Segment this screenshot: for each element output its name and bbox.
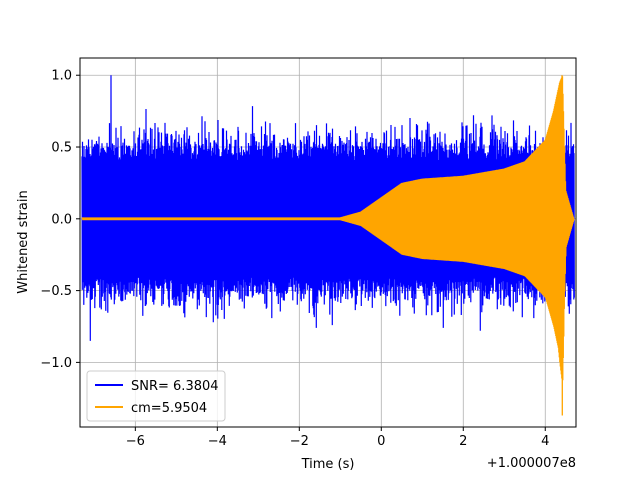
legend-label-snr: SNR= 6.3804 bbox=[131, 379, 219, 394]
axes-frame bbox=[79, 57, 577, 428]
x-tick-label: −2 bbox=[290, 434, 309, 449]
legend: SNR= 6.3804 cm=5.9504 bbox=[86, 370, 226, 422]
legend-box bbox=[86, 370, 226, 422]
x-axis-label: Time (s) bbox=[301, 457, 355, 472]
legend-label-cm: cm=5.9504 bbox=[131, 401, 207, 416]
plot-area bbox=[81, 75, 575, 416]
y-tick-label: 0.0 bbox=[51, 212, 72, 227]
y-tick-label: −1.0 bbox=[40, 356, 72, 371]
y-axis-label: Whitened strain bbox=[16, 190, 31, 293]
x-tick-label: 4 bbox=[541, 434, 549, 449]
x-tick-label: 0 bbox=[377, 434, 385, 449]
y-axis-ticks: 1.0 0.5 0.0 −0.5 −1.0 bbox=[40, 69, 80, 371]
y-tick-label: 1.0 bbox=[51, 69, 72, 84]
x-tick-label: −6 bbox=[126, 434, 145, 449]
y-tick-label: −0.5 bbox=[40, 284, 72, 299]
x-axis-ticks: −6 −4 −2 0 2 4 bbox=[126, 427, 549, 449]
x-tick-label: 2 bbox=[459, 434, 467, 449]
series-line-cm bbox=[81, 75, 575, 416]
x-axis-offset-label: +1.000007e8 bbox=[487, 456, 576, 471]
y-tick-label: 0.5 bbox=[51, 141, 72, 156]
x-tick-label: −4 bbox=[208, 434, 227, 449]
